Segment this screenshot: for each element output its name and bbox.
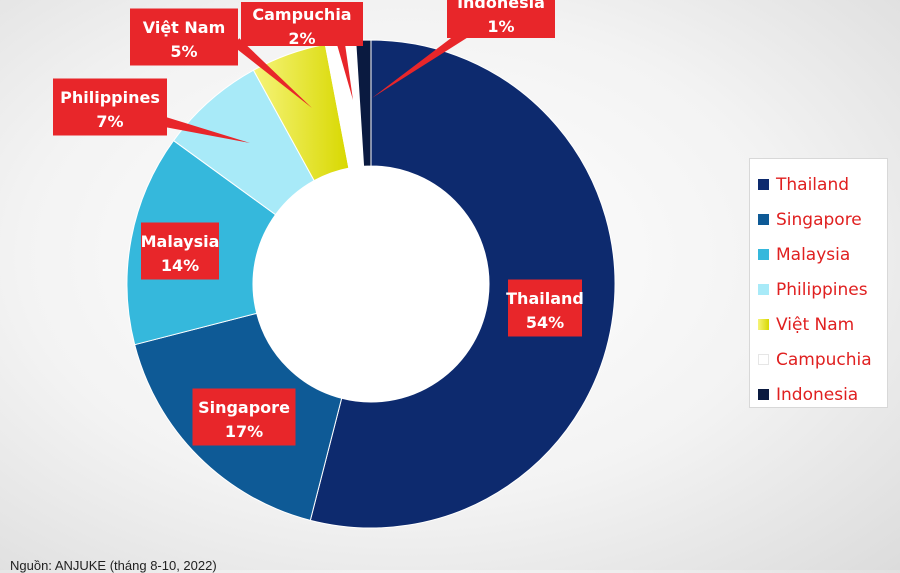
legend-label-campuchia: Campuchia bbox=[776, 349, 872, 370]
donut-hole bbox=[253, 166, 489, 402]
data-label-value-viet-nam: 5% bbox=[170, 42, 197, 61]
leader-line-indonesia bbox=[372, 25, 473, 98]
data-label-category-philippines: Philippines bbox=[60, 88, 160, 107]
data-label-value-malaysia: 14% bbox=[161, 256, 199, 275]
legend-label-singapore: Singapore bbox=[776, 209, 862, 230]
data-label-indonesia: Indonesia 1% bbox=[447, 0, 555, 38]
data-label-singapore: Singapore 17% bbox=[192, 388, 296, 446]
legend-label-thailand: Thailand bbox=[776, 174, 850, 195]
data-label-value-indonesia: 1% bbox=[487, 17, 514, 36]
leader-line-philippines bbox=[163, 117, 250, 143]
legend-label-malaysia: Malaysia bbox=[776, 244, 851, 265]
data-label-malaysia: Malaysia 14% bbox=[141, 222, 220, 280]
legend-item-thailand: Thailand bbox=[758, 167, 887, 202]
data-label-value-philippines: 7% bbox=[96, 112, 123, 131]
data-label-category-malaysia: Malaysia bbox=[141, 232, 220, 251]
data-label-thailand: Thailand 54% bbox=[506, 279, 584, 337]
legend-item-indonesia: Indonesia bbox=[758, 377, 887, 412]
legend-swatch-philippines bbox=[758, 284, 769, 295]
data-label-campuchia: Campuchia 2% bbox=[241, 2, 363, 48]
data-label-philippines: Philippines 7% bbox=[53, 78, 167, 136]
data-label-category-indonesia: Indonesia bbox=[457, 0, 545, 12]
data-label-category-thailand: Thailand bbox=[506, 289, 584, 308]
data-label-box-thailand bbox=[508, 279, 582, 337]
data-label-value-singapore: 17% bbox=[225, 422, 263, 441]
data-label-box-campuchia bbox=[241, 2, 363, 46]
source-note: Nguồn: ANJUKE (tháng 8-10, 2022) bbox=[10, 558, 217, 573]
leader-line-campuchia bbox=[333, 28, 353, 100]
data-label-box-indonesia bbox=[447, 0, 555, 38]
legend-swatch-viet-nam bbox=[758, 319, 769, 330]
legend-item-malaysia: Malaysia bbox=[758, 237, 887, 272]
data-label-category-viet-nam: Việt Nam bbox=[143, 18, 226, 37]
legend-label-viet-nam: Việt Nam bbox=[776, 314, 855, 335]
legend-swatch-singapore bbox=[758, 214, 769, 225]
legend-label-indonesia: Indonesia bbox=[776, 384, 859, 405]
data-label-box-singapore bbox=[192, 388, 296, 446]
data-label-category-singapore: Singapore bbox=[198, 398, 290, 417]
legend-swatch-thailand bbox=[758, 179, 769, 190]
chart-legend: Thailand Singapore Malaysia Philippines Việt… bbox=[749, 158, 888, 408]
data-label-box-philippines bbox=[53, 78, 167, 136]
legend-item-campuchia: Campuchia bbox=[758, 342, 887, 377]
legend-item-philippines: Philippines bbox=[758, 272, 887, 307]
legend-item-viet-nam: Việt Nam bbox=[758, 307, 887, 342]
data-label-value-thailand: 54% bbox=[526, 313, 564, 332]
data-label-viet-nam: Việt Nam 5% bbox=[130, 8, 238, 66]
data-label-category-campuchia: Campuchia bbox=[252, 5, 351, 24]
legend-swatch-malaysia bbox=[758, 249, 769, 260]
legend-swatch-campuchia bbox=[758, 354, 769, 365]
legend-label-philippines: Philippines bbox=[776, 279, 868, 300]
legend-item-singapore: Singapore bbox=[758, 202, 887, 237]
data-label-box-viet-nam bbox=[130, 8, 238, 66]
data-label-box-malaysia bbox=[141, 222, 219, 280]
leader-line-viet-nam bbox=[232, 38, 312, 108]
legend-swatch-indonesia bbox=[758, 389, 769, 400]
data-label-value-campuchia: 2% bbox=[288, 29, 315, 48]
